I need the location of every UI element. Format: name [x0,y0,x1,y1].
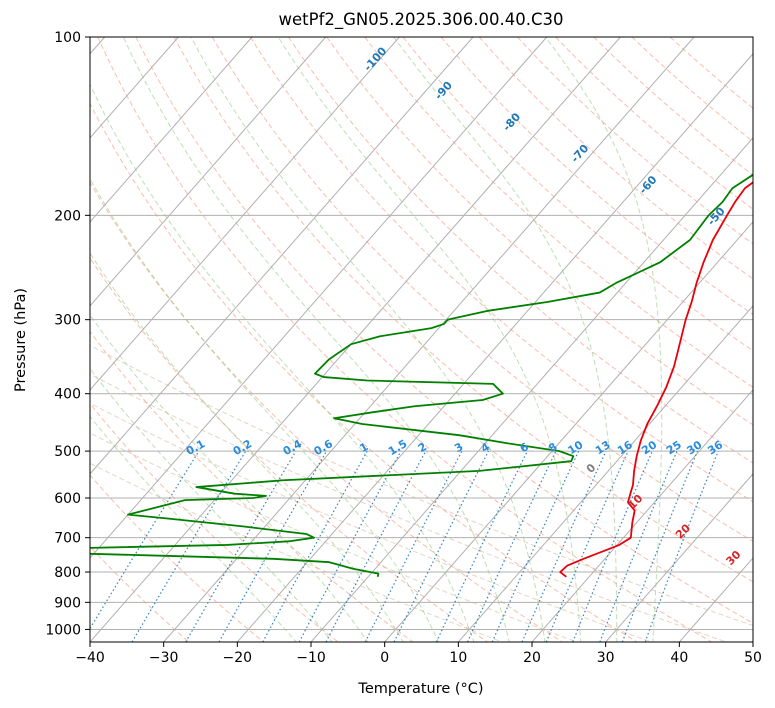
dry-adiabat-line [90,474,264,642]
y-tick-label: 1000 [45,622,81,638]
dry-adiabat-line [555,37,753,210]
y-tick-label: 100 [54,30,81,46]
chart-title: wetPf2_GN05.2025.306.00.40.C30 [279,10,564,30]
mixing-ratio-line [298,450,402,642]
moist-adiabat-line [122,37,510,642]
moist-adiabat-line [393,37,618,642]
dry-adiabat-line [517,37,753,245]
dry-adiabat-line [90,257,488,642]
dry-adiabat-line [440,37,753,316]
isotherm-line [90,37,400,391]
y-tick-label: 900 [54,595,81,611]
x-tick-label: 30 [597,650,615,666]
mixing-ratio-line [545,450,629,642]
isotherm-line [457,305,753,642]
isotherm-line [90,37,548,559]
isotherm-line [90,37,327,307]
mixing-ratio-line [572,450,653,642]
mixing-ratio-line [393,450,490,642]
dry-adiabat-line [135,37,753,624]
x-tick-label: 40 [670,650,688,666]
x-tick-label: 20 [523,650,541,666]
y-axis-label: Pressure (hPa) [13,288,29,392]
isotherm-line [90,37,474,475]
y-tick-label: 600 [54,491,81,507]
isotherm-line [236,53,753,642]
isotherm-line [531,389,753,642]
profile-lines [90,173,753,578]
mixing-ratio-line [90,450,200,630]
dry-adiabat-line [97,37,712,642]
mixing-ratio-line [621,450,699,642]
mixing-ratio-line [521,450,607,642]
moist-adiabat-line [90,252,404,642]
background-lines [90,37,753,642]
dry-adiabat-line [90,402,339,642]
x-tick-label: −30 [149,650,179,666]
dry-adiabat-line [364,37,753,388]
isotherm-line [310,137,753,642]
dry-adiabat-line [631,37,753,143]
isotherm-line [90,37,253,223]
dry-adiabat-line [90,102,638,642]
moist-adiabat-line [545,37,663,642]
dewpoint-profile-line [90,173,753,577]
x-tick-label: 50 [744,650,762,666]
x-tick-label: −10 [296,650,326,666]
moist-adiabat-line [90,314,369,642]
x-tick-label: 10 [449,650,467,666]
mixing-ratio-line [491,450,580,642]
temperature-profile-line [559,181,753,578]
dry-adiabat-line [478,37,753,280]
mixing-ratio-line [599,450,678,642]
dry-adiabat-line [402,37,753,352]
isotherm-line [384,221,753,642]
x-tick-label: −40 [75,650,105,666]
mixing-ratio-line [218,450,328,642]
mixing-ratio-line [644,450,719,642]
mixing-ratio-line [364,450,463,642]
y-tick-label: 500 [54,444,81,460]
x-axis-label: Temperature (°C) [357,681,483,697]
y-tick-label: 800 [54,565,81,581]
moist-adiabat-line [190,37,546,642]
isotherm-line [90,37,621,642]
moist-adiabat-line [90,177,440,642]
y-tick-label: 300 [54,313,81,329]
dry-adiabat-line [326,37,753,426]
y-tick-label: 700 [54,531,81,547]
plot-frame [89,36,754,643]
x-tick-label: −20 [223,650,253,666]
x-tick-label: 0 [380,650,389,666]
moist-adiabat-line [90,367,333,642]
isotherm-line [163,37,695,642]
mixing-ratio-line [262,450,368,642]
x-axis: −40 −30 −20 −10 0 10 20 30 40 50 [75,642,762,666]
dry-adiabat-line [249,37,753,503]
y-tick-label: 400 [54,387,81,403]
isotherm-line [605,473,753,642]
y-axis: 100 200 300 400 500 600 700 800 900 1000 [45,30,90,638]
y-tick-label: 200 [54,208,81,224]
